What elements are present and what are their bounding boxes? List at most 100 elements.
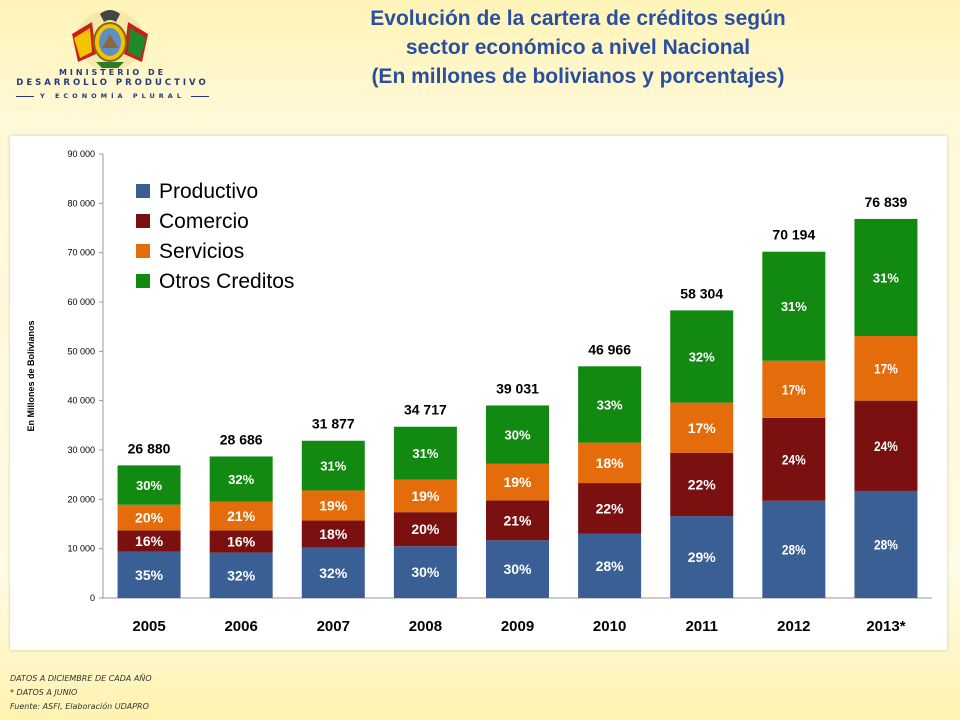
bar-comercio [301, 520, 365, 548]
bar-servicios [117, 504, 181, 531]
y-tick-label: 80 000 [67, 198, 95, 208]
data-label: 16% [135, 533, 164, 549]
bar-productivo [762, 500, 826, 598]
data-label: 32% [228, 472, 254, 487]
data-label: 28% [596, 558, 625, 574]
y-tick-label: 90 000 [67, 149, 95, 159]
legend-label: Productivo [159, 180, 258, 203]
legend-swatch [136, 214, 150, 228]
total-label: 26 880 [128, 440, 171, 456]
x-tick-label: 2010 [593, 618, 626, 635]
title-line-2: sector económico a nivel Nacional [405, 36, 751, 59]
bar-comercio [762, 417, 826, 501]
data-label: 17% [782, 381, 806, 397]
ministry-line-3: Y ECONOMÍA PLURAL [0, 92, 225, 100]
x-tick-label: 2005 [132, 618, 165, 635]
bar-servicios [670, 402, 734, 453]
y-tick-label: 30 000 [67, 445, 95, 455]
data-label: 22% [688, 477, 717, 493]
y-tick-label: 60 000 [67, 297, 95, 307]
bar-otros-creditos [486, 405, 549, 464]
bar-otros-creditos [301, 440, 365, 491]
x-tick-label: 2012 [777, 618, 810, 635]
bar-productivo [670, 516, 734, 598]
data-label: 18% [596, 455, 625, 471]
data-label: 24% [782, 451, 806, 467]
data-label: 30% [411, 564, 440, 580]
total-label: 28 686 [220, 431, 263, 447]
bar-otros-creditos [209, 456, 273, 502]
data-label: 18% [319, 526, 348, 542]
x-tick-label: 2007 [317, 618, 350, 635]
bar-comercio [578, 483, 642, 534]
data-label: 31% [781, 299, 807, 314]
data-label: 22% [596, 500, 625, 516]
total-label: 70 194 [772, 227, 815, 243]
bar-productivo [578, 533, 642, 598]
data-label: 19% [503, 474, 532, 490]
bar-comercio [854, 400, 918, 491]
data-label: 17% [874, 360, 898, 376]
bar-comercio [117, 530, 181, 552]
bar-comercio [670, 452, 734, 517]
data-label: 30% [136, 478, 162, 493]
bar-productivo [209, 552, 273, 598]
bar-servicios [578, 442, 642, 484]
note-line-3: Fuente: ASFI, Elaboración UDAPRO [10, 702, 149, 711]
data-label: 21% [503, 512, 532, 528]
bar-servicios [854, 336, 918, 401]
bar-servicios [209, 501, 273, 531]
page-title: Evolución de la cartera de créditos segú… [318, 4, 838, 91]
x-tick-label: 2006 [224, 618, 257, 635]
x-tick-label: 2013* [866, 618, 905, 635]
legend-swatch [136, 244, 150, 258]
bar-productivo [486, 540, 549, 598]
bar-comercio [393, 512, 457, 547]
data-label: 31% [320, 459, 346, 474]
y-tick-label: 0 [90, 593, 95, 603]
total-label: 34 717 [404, 402, 447, 418]
title-line-3: (En millones de bolivianos y porcentajes… [371, 65, 785, 88]
y-tick-label: 20 000 [67, 494, 95, 504]
bar-otros-creditos [854, 218, 918, 337]
y-tick-label: 70 000 [67, 248, 95, 258]
bar-servicios [486, 463, 549, 501]
data-label: 16% [227, 534, 256, 550]
total-label: 76 839 [865, 194, 908, 210]
bar-otros-creditos [393, 426, 457, 480]
y-tick-label: 40 000 [67, 396, 95, 406]
y-axis-title: En Millones de Bolivianos [26, 320, 36, 431]
bar-productivo [117, 551, 181, 598]
footnotes: DATOS A DICIEMBRE DE CADA AÑO * DATOS A … [10, 672, 152, 714]
y-tick-label: 10 000 [67, 544, 95, 554]
data-label: 28% [782, 541, 806, 557]
data-label: 31% [412, 446, 438, 461]
bar-otros-creditos [117, 465, 181, 505]
bar-comercio [209, 530, 273, 553]
note-line-2: * DATOS A JUNIO [10, 688, 78, 697]
title-line-1: Evolución de la cartera de créditos segú… [370, 7, 786, 30]
legend-label: Otros Creditos [159, 270, 294, 293]
bar-productivo [301, 547, 365, 598]
bar-otros-creditos [670, 310, 734, 403]
data-label: 32% [227, 567, 256, 583]
data-label: 17% [688, 420, 717, 436]
data-label: 24% [874, 438, 898, 454]
x-tick-label: 2008 [409, 618, 442, 635]
data-label: 20% [135, 510, 164, 526]
data-label: 29% [688, 549, 717, 565]
data-label: 21% [227, 508, 256, 524]
bar-productivo [393, 546, 457, 598]
data-label: 35% [135, 567, 164, 583]
legend-label: Servicios [159, 240, 244, 263]
data-label: 20% [411, 521, 440, 537]
total-label: 46 966 [588, 341, 631, 357]
note-line-1: DATOS A DICIEMBRE DE CADA AÑO [10, 674, 152, 683]
total-label: 58 304 [680, 285, 723, 301]
x-tick-label: 2009 [501, 618, 534, 635]
bar-comercio [486, 500, 549, 541]
ministry-line-1: MINISTERIO DE [58, 68, 167, 77]
data-label: 31% [873, 270, 899, 285]
y-tick-label: 50 000 [67, 346, 95, 356]
